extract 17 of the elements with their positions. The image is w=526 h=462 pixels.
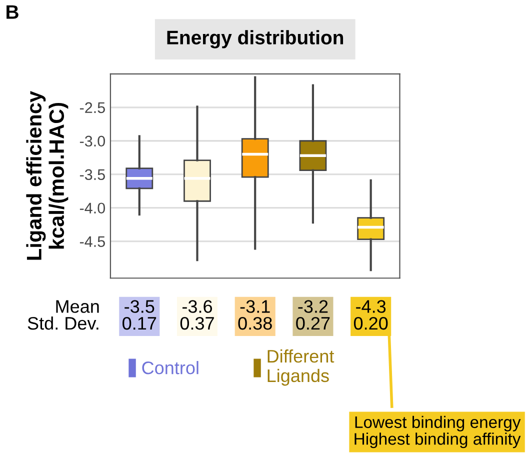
text: -4.3 0.20 <box>354 300 388 330</box>
text: -3.1 0.38 <box>238 300 272 330</box>
text: Lowest binding energy Highest binding affinity <box>354 416 521 448</box>
text: B <box>6 5 18 19</box>
y-tick-label: -3.5 <box>80 169 105 180</box>
y-tick-label: -2.5 <box>80 102 105 114</box>
legend-label: Different Ligands <box>268 349 334 386</box>
text: -3.6 0.37 <box>180 300 214 330</box>
y-tick-label: -4.5 <box>80 236 105 247</box>
text: -3.5 0.17 <box>122 300 156 330</box>
y-axis-title: Ligand efficiency kcal/(mol.HAC) <box>26 91 68 260</box>
text: Mean Std. Dev. <box>28 300 99 330</box>
legend-label: Control <box>142 361 198 374</box>
chart-title: Energy distribution <box>167 30 344 48</box>
text: -3.2 0.27 <box>296 300 330 330</box>
y-tick-label: -4.0 <box>80 202 106 214</box>
y-tick-label: -3.0 <box>80 136 106 147</box>
